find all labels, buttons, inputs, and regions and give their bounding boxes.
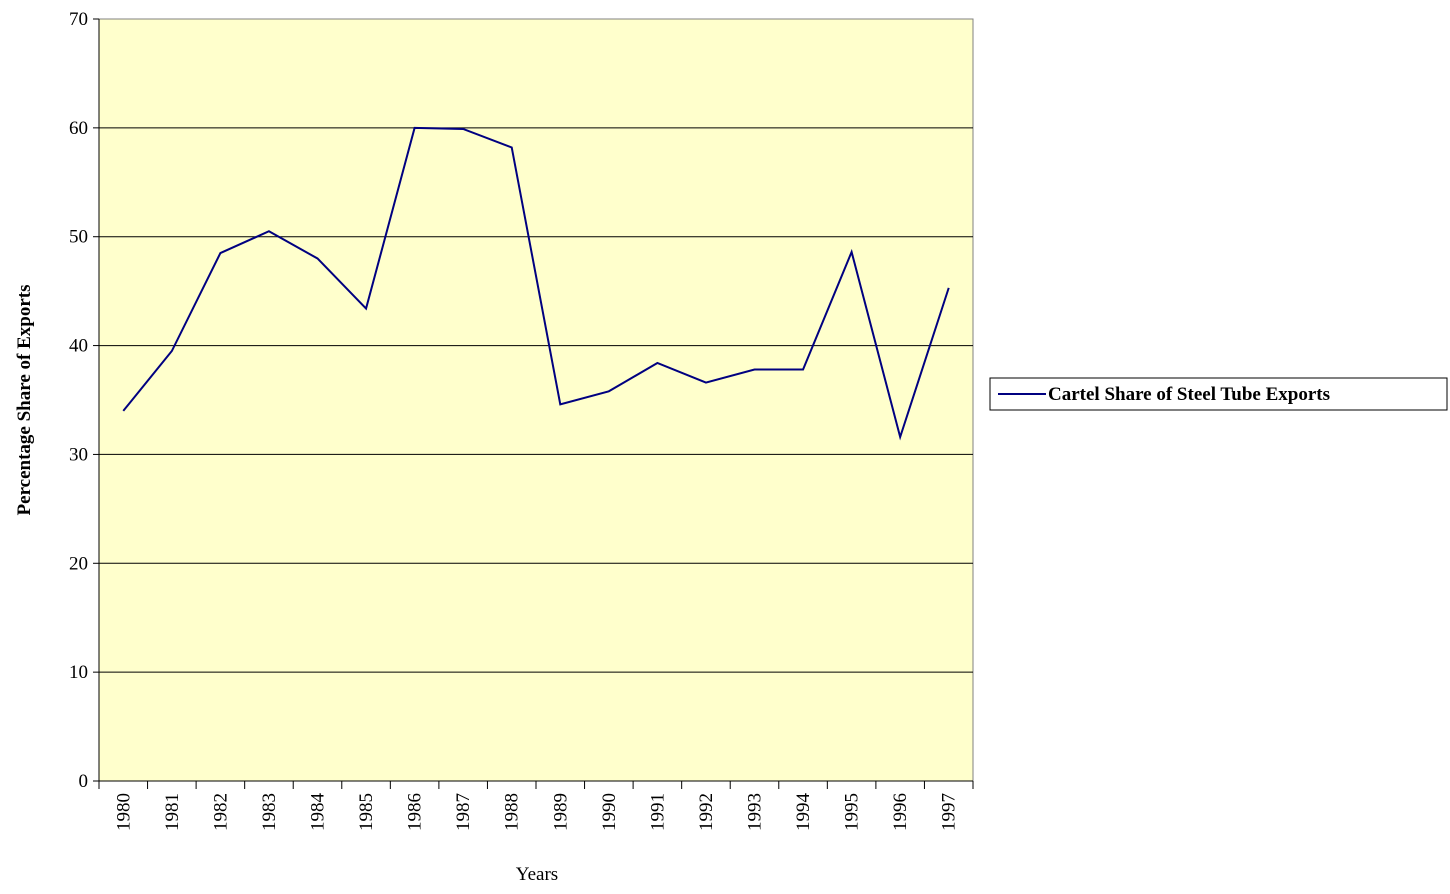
x-axis-title: Years bbox=[516, 864, 558, 885]
x-tick-label: 1990 bbox=[599, 793, 620, 831]
x-tick-label: 1989 bbox=[550, 793, 571, 831]
x-tick-label: 1993 bbox=[745, 793, 766, 831]
x-tick-label: 1981 bbox=[162, 793, 183, 831]
y-tick-label: 50 bbox=[69, 227, 88, 248]
y-tick-label: 70 bbox=[69, 9, 88, 30]
y-tick-label: 10 bbox=[69, 662, 88, 683]
x-tick-label: 1997 bbox=[939, 793, 960, 831]
y-tick-label: 30 bbox=[69, 444, 88, 465]
x-tick-label: 1996 bbox=[890, 793, 911, 831]
x-tick-label: 1986 bbox=[405, 793, 426, 831]
y-tick-label: 0 bbox=[79, 771, 89, 792]
y-axis-title: Percentage Share of Exports bbox=[14, 285, 35, 516]
x-tick-label: 1994 bbox=[793, 793, 814, 832]
y-tick-label: 40 bbox=[69, 336, 88, 357]
x-tick-label: 1991 bbox=[647, 793, 668, 831]
x-tick-label: 1992 bbox=[696, 793, 717, 831]
x-tick-label: 1995 bbox=[842, 793, 863, 831]
y-tick-label: 20 bbox=[69, 553, 88, 574]
x-tick-label: 1982 bbox=[210, 793, 231, 831]
legend-box bbox=[989, 377, 1448, 411]
x-tick-label: 1985 bbox=[356, 793, 377, 831]
y-tick-label: 60 bbox=[69, 118, 88, 139]
x-tick-label: 1980 bbox=[113, 793, 134, 831]
x-tick-label: 1988 bbox=[502, 793, 523, 831]
legend-label: Cartel Share of Steel Tube Exports bbox=[1048, 384, 1330, 405]
data-line bbox=[122, 126, 950, 441]
x-tick-label: 1983 bbox=[259, 793, 280, 831]
plot-area bbox=[98, 18, 974, 782]
x-tick-label: 1987 bbox=[453, 793, 474, 831]
x-tick-label: 1984 bbox=[308, 793, 329, 832]
